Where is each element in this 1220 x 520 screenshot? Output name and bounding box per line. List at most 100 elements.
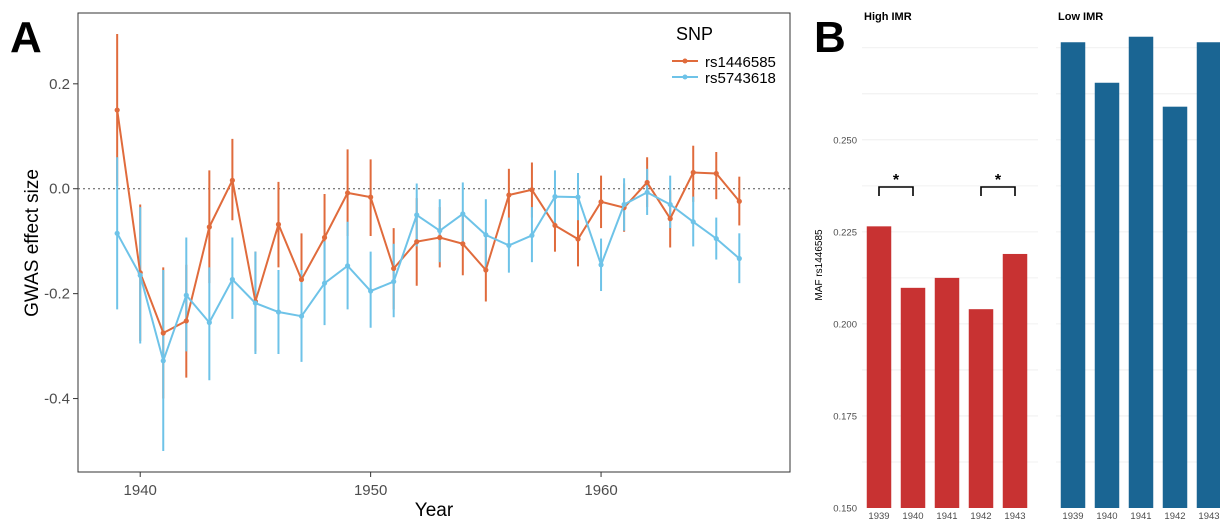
maf-y-tick-label: 0.200: [833, 319, 857, 330]
y-tick-label: 0.0: [49, 181, 70, 198]
data-point-rs5743618: [667, 201, 673, 208]
data-point-rs1446585: [298, 276, 305, 283]
category-label: 1939: [868, 511, 889, 520]
bar-high-imr-1939: [866, 226, 892, 508]
data-point-rs1446585: [183, 318, 189, 324]
significance-bracket: [980, 186, 1016, 196]
data-point-rs5743618: [460, 211, 466, 217]
bar-high-imr-1941: [934, 277, 960, 508]
x-axis-label: Year: [415, 500, 454, 520]
data-point-rs5743618: [321, 280, 328, 286]
plot-border: [77, 12, 791, 473]
x-tick-label: 1940: [124, 482, 157, 499]
maf-y-tick-label: 0.225: [833, 227, 857, 238]
facet-title-low-imr: Low IMR: [1058, 11, 1103, 23]
category-label: 1940: [902, 511, 923, 520]
data-point-rs1446585: [460, 241, 466, 247]
data-point-rs1446585: [368, 194, 374, 200]
data-point-rs5743618: [391, 278, 397, 285]
category-label: 1940: [1096, 511, 1117, 520]
data-point-rs1446585: [229, 177, 235, 183]
data-point-rs1446585: [529, 187, 535, 193]
legend-label-rs1446585: rs1446585: [705, 54, 776, 71]
data-point-rs5743618: [183, 292, 189, 298]
y-tick-label: -0.2: [44, 286, 70, 303]
data-point-rs1446585: [414, 239, 420, 245]
data-point-rs5743618: [414, 212, 420, 218]
x-tick-label: 1960: [584, 482, 617, 499]
panel-letter-b: B: [814, 13, 846, 62]
data-point-rs5743618: [713, 235, 719, 242]
maf-y-tick-label: 0.150: [833, 504, 857, 515]
bar-low-imr-1943: [1196, 42, 1220, 508]
data-point-rs1446585: [483, 267, 489, 273]
category-label: 1942: [970, 511, 991, 520]
panel-letter-a: A: [10, 13, 42, 62]
data-point-rs5743618: [252, 300, 259, 306]
bar-low-imr-1940: [1094, 82, 1120, 508]
data-point-rs5743618: [437, 228, 443, 234]
significance-bracket: [878, 186, 914, 196]
data-point-rs1446585: [344, 190, 351, 196]
bar-low-imr-1939: [1060, 42, 1086, 508]
data-point-rs1446585: [552, 222, 558, 229]
category-label: 1941: [1130, 511, 1151, 520]
category-label: 1943: [1198, 511, 1219, 520]
y-axis-label: GWAS effect size: [22, 169, 43, 317]
data-point-rs1446585: [275, 221, 282, 228]
data-point-rs1446585: [160, 330, 166, 336]
data-point-rs1446585: [391, 265, 397, 272]
legend-title: SNP: [676, 24, 713, 44]
significance-star: *: [995, 172, 1002, 189]
data-point-rs5743618: [137, 272, 143, 278]
data-point-rs5743618: [483, 232, 489, 238]
data-point-rs5743618: [206, 319, 212, 326]
data-point-rs1446585: [690, 169, 696, 176]
data-point-rs5743618: [552, 194, 558, 200]
legend-label-rs5743618: rs5743618: [705, 70, 776, 87]
category-label: 1939: [1062, 511, 1083, 520]
data-point-rs1446585: [667, 216, 673, 222]
data-point-rs1446585: [506, 192, 512, 198]
bar-high-imr-1942: [968, 309, 994, 508]
data-point-rs5743618: [575, 194, 581, 200]
series-line-rs5743618: [116, 191, 740, 365]
data-point-rs5743618: [368, 288, 374, 294]
data-point-rs5743618: [529, 232, 535, 239]
data-point-rs1446585: [736, 198, 742, 204]
bar-low-imr-1941: [1128, 36, 1154, 509]
data-point-rs5743618: [621, 201, 627, 208]
series-line-rs1446585: [116, 109, 741, 335]
effect-size-chart: A 1940 1950 1960 0.2 0.0 -0.2 -0.4 Year GWAS e…: [10, 12, 791, 520]
facet-title-high-imr: High IMR: [864, 11, 912, 23]
data-point-rs1446585: [598, 199, 604, 205]
data-point-rs5743618: [160, 358, 166, 364]
category-label: 1942: [1164, 511, 1185, 520]
bar-high-imr-1943: [1002, 253, 1028, 508]
maf-y-tick-label: 0.175: [833, 411, 857, 422]
data-point-rs5743618: [114, 230, 120, 236]
y-axis-label-maf: MAF rs1446585: [814, 229, 825, 301]
y-tick-label: -0.4: [44, 391, 70, 408]
y-tick-label: 0.2: [49, 76, 70, 93]
data-point-rs5743618: [644, 189, 650, 196]
category-label: 1943: [1004, 511, 1025, 520]
significance-star: *: [893, 172, 900, 189]
data-point-rs1446585: [437, 234, 443, 241]
data-point-rs5743618: [598, 262, 604, 268]
data-point-rs1446585: [206, 224, 212, 230]
legend-point-rs5743618: [682, 74, 688, 80]
data-point-rs5743618: [344, 263, 351, 269]
maf-bar-chart: B 0.150 0.175 0.200 0.225 0.250 1939 1940 1941 1…: [814, 11, 1220, 520]
data-point-rs5743618: [275, 309, 282, 315]
data-point-rs5743618: [298, 313, 305, 319]
data-point-rs5743618: [736, 255, 742, 262]
bar-low-imr-1942: [1162, 106, 1188, 508]
data-point-rs1446585: [114, 107, 120, 113]
category-label: 1941: [936, 511, 957, 520]
data-point-rs1446585: [713, 170, 719, 177]
data-point-rs5743618: [229, 276, 235, 283]
maf-y-tick-label: 0.250: [833, 135, 857, 146]
data-point-rs1446585: [575, 236, 581, 242]
data-point-rs1446585: [644, 179, 650, 186]
